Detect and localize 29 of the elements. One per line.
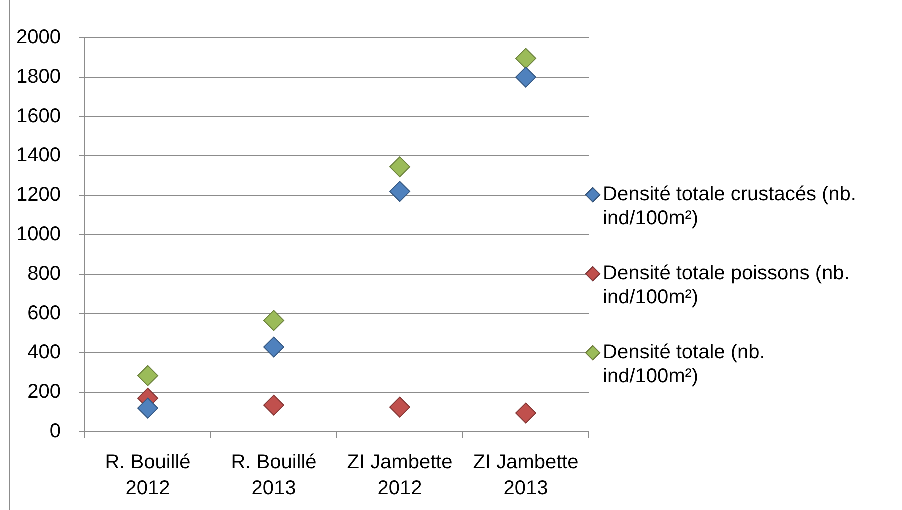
x-tick-label: ZI Jambette 2012 [347,452,453,500]
y-tick-label: 600 [28,302,61,324]
y-tick-label: 1200 [16,184,61,206]
y-tick-label: 2000 [16,26,61,49]
y-tick-label: 400 [28,342,61,364]
y-tick-label: 1600 [16,105,61,128]
legend-label: Densité totale poissons (nb. ind/100m²) [603,262,850,309]
point [390,396,410,418]
point [516,66,536,88]
y-tick-label: 1000 [16,224,61,246]
point [264,394,284,416]
y-tick-label: 0 [50,420,61,443]
point [138,365,158,386]
x-tick-label: R. Bouillé 2013 [231,452,317,500]
point [516,402,536,424]
point [264,336,284,358]
y-tick-label: 800 [28,262,61,285]
x-tick-label: R. Bouillé 2012 [105,452,191,500]
legend-label: Densité totale crustacés (nb. ind/100m²) [603,184,856,230]
y-tick-label: 1800 [16,66,61,88]
point [264,310,284,332]
y-tick-label: 200 [28,381,61,404]
point [516,48,536,70]
x-tick-label: ZI Jambette 2013 [473,452,579,500]
point [138,398,158,419]
point [390,181,410,202]
y-tick-label: 1400 [16,144,61,167]
point [390,156,410,178]
legend-label: Densité totale (nb. ind/100m²) [603,342,766,388]
